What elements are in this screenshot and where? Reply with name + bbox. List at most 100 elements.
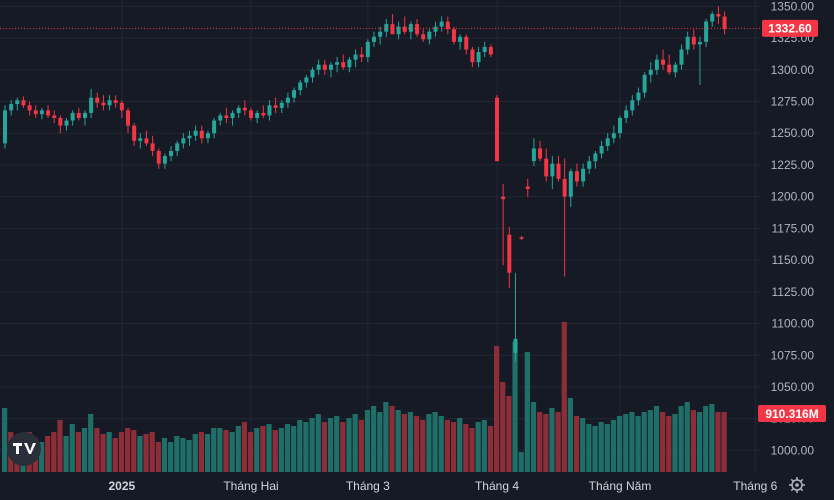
candle-body [76,112,81,118]
volume-bar [438,416,444,472]
tradingview-logo[interactable] [7,432,41,466]
candle-body [255,112,260,118]
price-tick-label: 1075.00 [771,348,815,362]
tradingview-logo-badge [7,432,41,466]
candle-body [187,135,192,139]
volume-bar [690,410,696,472]
candle-body [538,148,543,159]
candle-body [470,49,475,63]
candle-body [451,29,456,42]
candle-body [138,138,143,141]
volume-bar [475,422,481,472]
candle-body [618,118,622,134]
volume-bar [149,432,155,472]
candle-body [648,69,653,75]
candle-body [249,110,253,118]
settings-icon-teeth [789,477,805,493]
last-price-tag: 1332.60 [762,19,818,37]
volume-bar [715,412,721,472]
volume-bar [168,442,174,472]
candle-body [673,64,678,73]
candle-body [236,107,241,113]
candle-body [599,145,604,154]
volume-bar [291,426,297,472]
candle-body [525,186,530,190]
volume-bar [315,414,321,472]
volume-bar [118,432,125,472]
candle-body [445,21,450,30]
time-tick-label: Tháng Hai [223,479,278,493]
volume-bar [623,414,629,472]
candle-body [587,161,592,169]
price-axis-labels: 1350.001325.001300.001275.001250.001225.… [771,0,815,457]
time-tick-label: Tháng Năm [589,479,652,493]
volume-bar [358,420,364,472]
volume-bar [684,402,690,472]
volume-bar [303,422,309,472]
volume-bar [192,434,198,472]
price-tick-label: 1250.00 [771,126,815,140]
tradingview-logo-mark [13,443,36,454]
volume-bar [241,422,248,472]
volume-value: 910.316M [765,407,818,421]
time-axis-panel[interactable] [0,472,834,500]
candle-body [415,24,420,35]
candle-body [661,59,666,65]
volume-bar [580,418,586,472]
candle-body [107,100,112,106]
candle-body [328,64,333,70]
volume-bar [420,420,426,472]
volume-bar [617,416,623,472]
candle-body [150,143,155,151]
volume-bar [696,412,703,472]
volume-bar [260,426,266,472]
candle-body [685,36,690,50]
volume-bar [703,406,709,472]
volume-bar [407,412,414,472]
volume-bar [51,432,57,472]
volume-bar [352,414,358,472]
candle-body [421,34,426,40]
candle-body [519,237,524,239]
price-tick-label: 1100.00 [772,317,815,331]
volume-bar [426,414,432,472]
volume-bar [414,416,420,472]
candle-body [390,24,395,35]
volume-bar [340,422,346,472]
candle-body [15,100,20,105]
settings-icon[interactable] [789,477,805,493]
candle-body [322,64,327,70]
volume-bar [518,452,524,472]
candle-body [144,138,149,144]
volume-bar [530,402,537,472]
volume-bar [161,438,168,472]
volume-bar [266,424,272,472]
candle-body [285,97,290,103]
volume-bar [666,416,672,472]
price-tick-label: 1350.00 [771,0,815,13]
candle-body [408,24,413,32]
volume-bar [561,322,567,472]
price-axis-panel[interactable] [760,0,834,472]
candle-body [175,143,180,151]
candle-body [550,163,555,177]
candle-body [46,110,51,116]
price-tick-label: 1300.00 [771,63,815,77]
candle-body [52,115,57,118]
candle-body [427,31,432,40]
candle-body [3,110,7,144]
candle-body [9,104,14,111]
volume-bar [463,424,469,472]
candle-body [568,171,573,197]
time-tick-label: Tháng 3 [346,479,390,493]
candle-body [384,24,389,32]
volume-bar [592,426,598,472]
candle-body [562,178,567,197]
candle-body [611,133,616,139]
volume-bar [598,422,604,472]
volume-bar [229,432,235,472]
volume-bar [364,410,371,472]
volume-bar [254,428,260,472]
volume-bar [444,420,450,472]
